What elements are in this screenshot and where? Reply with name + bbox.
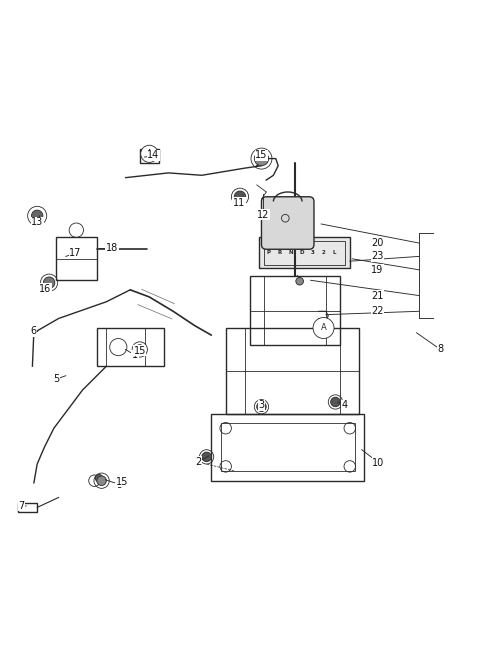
Circle shape [202,452,211,462]
Text: 13: 13 [31,217,43,227]
Bar [97,328,164,366]
Circle shape [135,344,144,354]
Bar [18,503,37,512]
Bar [221,423,355,471]
Circle shape [313,318,334,338]
Text: 3: 3 [311,251,314,255]
Text: 11: 11 [233,198,245,208]
Text: P: P [266,251,271,255]
Circle shape [97,476,107,485]
Text: L: L [333,251,336,255]
Text: N: N [288,251,293,255]
Bar [226,328,360,414]
Text: 7: 7 [18,501,24,510]
Text: 12: 12 [257,210,269,220]
Circle shape [32,210,43,222]
Bar [259,237,350,268]
Text: 2: 2 [195,457,202,466]
Circle shape [331,397,340,407]
Circle shape [254,152,269,166]
Text: 5: 5 [53,374,60,384]
Text: 10: 10 [372,458,384,468]
Text: 22: 22 [371,306,384,316]
Text: 3: 3 [258,400,264,410]
Text: 18: 18 [106,243,118,253]
Text: 20: 20 [371,238,384,248]
Text: 15: 15 [255,150,268,160]
Circle shape [96,474,103,482]
Bar [211,414,364,481]
Text: 15: 15 [133,346,146,356]
Text: A: A [321,323,326,333]
Circle shape [296,277,303,285]
Text: R: R [277,251,282,255]
Text: 23: 23 [371,251,384,262]
Circle shape [141,145,158,163]
Text: 9: 9 [117,480,123,489]
Circle shape [43,277,55,289]
Text: 17: 17 [69,248,82,258]
Text: 19: 19 [372,265,384,275]
Text: D: D [300,251,304,255]
Bar [140,149,159,163]
Text: 6: 6 [31,326,37,337]
Circle shape [257,402,266,411]
Text: 1: 1 [132,350,138,360]
Text: 16: 16 [39,284,51,294]
Text: 2: 2 [322,251,325,255]
Text: 15: 15 [116,477,128,487]
FancyBboxPatch shape [262,197,314,249]
Circle shape [234,191,246,203]
Bar [264,241,345,264]
Text: 21: 21 [371,291,384,300]
Bar [56,237,97,280]
Text: 14: 14 [147,150,159,160]
Bar [250,276,340,344]
Text: 4: 4 [342,400,348,410]
Text: A: A [147,150,152,158]
Text: 8: 8 [437,344,444,354]
